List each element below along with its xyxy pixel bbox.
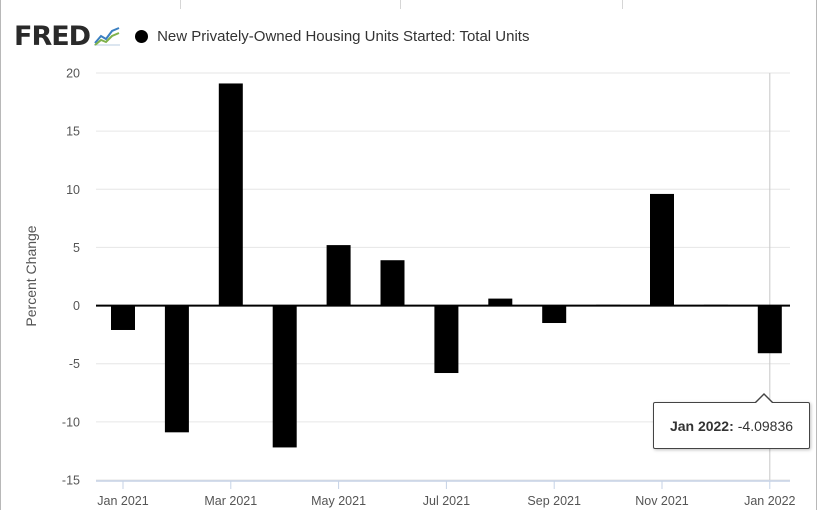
bar-mar-2021[interactable] (218, 83, 243, 306)
tooltip-value: -4.09836 (737, 417, 794, 434)
bar-may-2021[interactable] (326, 245, 351, 306)
fred-logo[interactable]: FRED (14, 20, 91, 52)
hover-tooltip: Jan 2022: -4.09836 (653, 402, 810, 449)
x-tick-label: Nov 2021 (635, 494, 689, 508)
legend[interactable]: New Privately-Owned Housing Units Starte… (135, 28, 529, 45)
y-axis-ticks: 20 15 10 5 0 -5 -10 -15 (62, 67, 80, 488)
x-tick-label: Jan 2022 (744, 494, 795, 508)
x-tick-label: May 2021 (311, 494, 366, 508)
bar-jun-2021[interactable] (380, 260, 405, 306)
top-tick-mark (400, 0, 401, 9)
bar-sep-2021[interactable] (542, 305, 567, 324)
bar-aug-2021[interactable] (488, 298, 513, 306)
legend-marker (135, 29, 149, 43)
y-tick-label: -10 (62, 415, 80, 429)
top-tick-mark (180, 0, 181, 9)
y-tick-label: 0 (73, 299, 80, 313)
bar-feb-2021[interactable] (164, 305, 189, 433)
y-tick-label: 10 (66, 183, 80, 197)
bar-jan-2021[interactable] (111, 305, 135, 330)
y-tick-label: -5 (69, 357, 80, 371)
top-tick-mark (622, 0, 623, 9)
trend-line-icon (93, 25, 122, 47)
bar-apr-2021[interactable] (272, 305, 297, 448)
y-tick-label: 15 (66, 125, 80, 139)
tooltip-date: Jan 2022: (669, 417, 734, 434)
x-tick-label: Sep 2021 (527, 494, 581, 508)
y-axis-title: Percent Change (23, 225, 39, 326)
tooltip-caret-fill (756, 395, 772, 403)
gridlines (96, 72, 790, 481)
y-tick-label: 20 (66, 67, 80, 81)
frame-right-border (816, 0, 817, 510)
y-tick-label: -15 (62, 474, 80, 488)
x-tick-label: Jan 2021 (97, 494, 148, 508)
x-axis: Jan 2021 Mar 2021 May 2021 Jul 2021 Sep 2021… (96, 480, 796, 508)
y-tick-label: 5 (73, 241, 80, 255)
x-tick-label: Jul 2021 (423, 494, 470, 508)
bar-nov-2021[interactable] (650, 193, 674, 306)
chart-header: FRED New Privately-Owned Housing Units S… (14, 18, 529, 54)
bar-jan-2022[interactable] (757, 305, 782, 354)
legend-series-label: New Privately-Owned Housing Units Starte… (157, 27, 530, 45)
frame-left-border (0, 0, 1, 510)
bar-jul-2021[interactable] (434, 305, 459, 374)
x-tick-label: Mar 2021 (204, 494, 257, 508)
bars (111, 83, 782, 448)
